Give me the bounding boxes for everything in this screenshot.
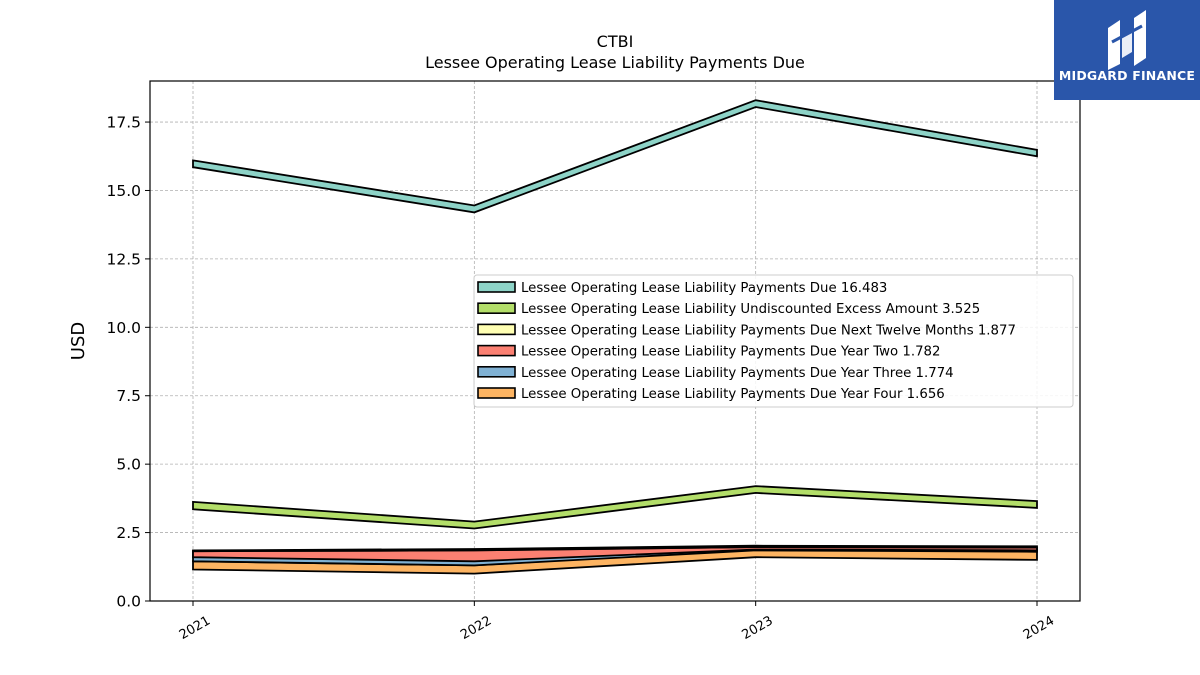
y-axis-label: USD [68, 322, 89, 360]
y-tick-label-1: 2.5 [116, 524, 141, 542]
y-tick-label-6: 15.0 [106, 182, 141, 200]
legend-swatch-2 [477, 323, 516, 336]
grid [150, 81, 1080, 601]
logo-text: MIDGARD FINANCE [1058, 68, 1196, 83]
y-tick-label-3: 7.5 [116, 387, 141, 405]
legend-swatch-5 [477, 387, 516, 399]
logo: MIDGARD FINANCE [1054, 0, 1200, 100]
x-tick-label-1: 2022 [458, 613, 494, 643]
legend-label-1: Lessee Operating Lease Liability Undisco… [521, 302, 980, 317]
series-area-1 [192, 485, 1038, 530]
chart-title: CTBI [597, 32, 634, 51]
series-areas [192, 99, 1038, 575]
legend-swatch-1 [477, 302, 516, 315]
series-area-2 [192, 544, 1038, 553]
plot-frame [149, 80, 1081, 602]
legend: Lessee Operating Lease Liability Payment… [473, 274, 1074, 408]
y-tick-label-4: 10.0 [106, 319, 141, 337]
chart-subtitle: Lessee Operating Lease Liability Payment… [425, 53, 805, 72]
y-tick-label-7: 17.5 [106, 114, 141, 132]
legend-label-0: Lessee Operating Lease Liability Payment… [521, 281, 887, 296]
legend-label-4: Lessee Operating Lease Liability Payment… [521, 366, 954, 381]
legend-swatch-0 [477, 281, 516, 293]
y-tick-label-0: 0.0 [116, 593, 141, 611]
x-tick-label-3: 2024 [1021, 613, 1057, 643]
legend-box [473, 274, 1074, 408]
x-tick-label-2: 2023 [740, 613, 776, 643]
y-tick-label-5: 12.5 [106, 250, 141, 268]
legend-swatch-4 [477, 365, 516, 378]
series-area-0 [192, 99, 1038, 214]
legend-label-5: Lessee Operating Lease Liability Payment… [521, 387, 945, 402]
legend-label-2: Lessee Operating Lease Liability Payment… [521, 323, 1016, 338]
y-tick-label-2: 5.0 [116, 456, 141, 474]
legend-label-3: Lessee Operating Lease Liability Payment… [521, 345, 940, 360]
logo-mark-icon [1108, 10, 1146, 70]
legend-swatch-3 [477, 344, 516, 357]
x-tick-label-0: 2021 [177, 613, 213, 643]
